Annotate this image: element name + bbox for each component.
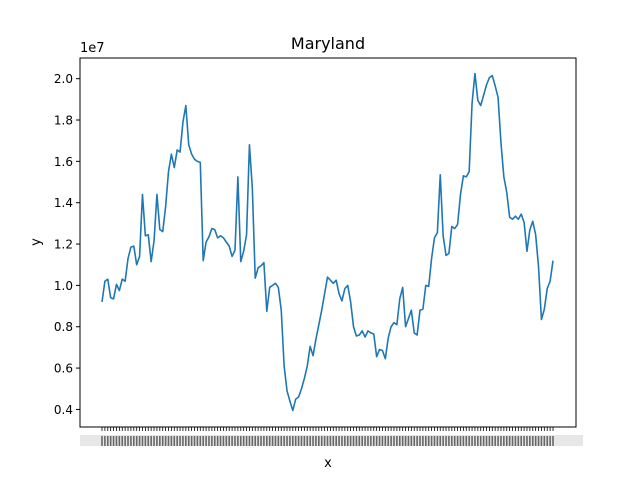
y-tick-label: 1.6 — [54, 155, 73, 169]
chart-title: Maryland — [291, 34, 365, 53]
y-tick-label: 0.4 — [54, 403, 73, 417]
plot-area: 0.4 0.6 0.8 1.0 1.2 1.4 1.6 1.8 2.0 — [54, 72, 583, 446]
y-tick-label: 1.0 — [54, 279, 73, 293]
y-tick-label: 0.6 — [54, 362, 73, 376]
series-line — [101, 72, 554, 412]
x-tick-labels-band — [80, 435, 583, 446]
y-tick-label: 1.4 — [54, 196, 73, 210]
y-tick-label: 1.8 — [54, 114, 73, 128]
axes-frame — [79, 57, 577, 428]
y-tick-label: 0.8 — [54, 320, 73, 334]
y-tick-label: 1.2 — [54, 238, 73, 252]
x-axis-label: x — [324, 456, 332, 471]
y-axis-label: y — [29, 238, 44, 246]
y-tick-label: 2.0 — [54, 72, 73, 86]
y-offset-label: 1e7 — [80, 41, 105, 56]
